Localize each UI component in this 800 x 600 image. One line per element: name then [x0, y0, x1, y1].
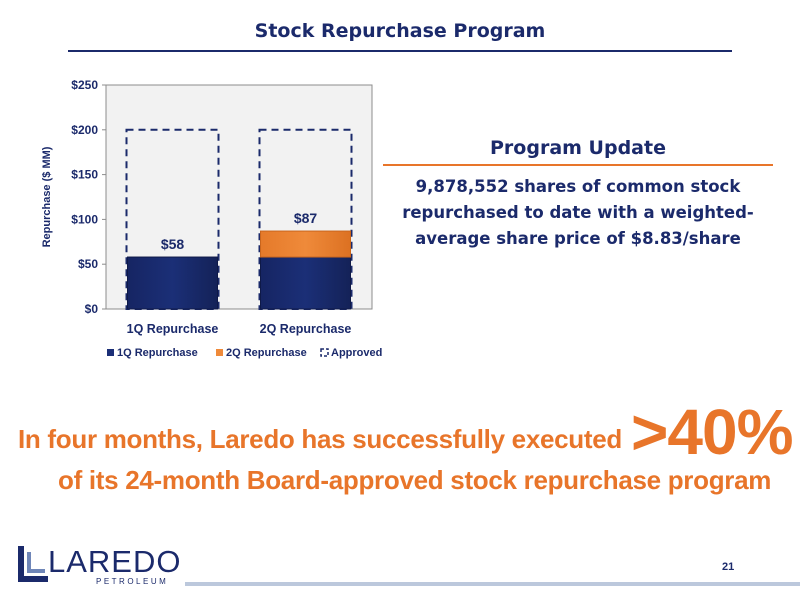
legend-label: 1Q Repurchase — [117, 347, 198, 359]
legend-label: 2Q Repurchase — [226, 347, 307, 359]
legend-swatch-approved — [320, 348, 329, 357]
page-number: 21 — [722, 561, 735, 573]
legend-swatch — [107, 349, 114, 356]
x-tick-label: 1Q Repurchase — [127, 322, 219, 336]
data-label: $87 — [294, 210, 318, 226]
bar-1q-repurchase — [127, 256, 218, 310]
bar-2q-repurchase — [260, 230, 351, 258]
program-update-divider — [383, 164, 773, 166]
y-tick-label: $0 — [85, 302, 99, 316]
x-tick-label: 2Q Repurchase — [260, 322, 352, 336]
title-divider — [68, 50, 732, 52]
legend-swatch — [216, 349, 223, 356]
y-tick-label: $250 — [71, 78, 98, 92]
logo-wordmark: LAREDO — [48, 544, 182, 579]
y-axis-label: Repurchase ($ MM) — [41, 146, 53, 247]
data-label: $58 — [161, 236, 185, 252]
repurchase-bar-chart: $0 $50 $100 $150 $200 $250 Repurchase ($ MM) $5… — [41, 78, 382, 359]
y-tick-label: $200 — [71, 123, 98, 137]
headline-percentage: >40% — [631, 396, 793, 468]
program-update-title: Program Update — [490, 137, 666, 159]
laredo-logo-mark-icon — [18, 546, 48, 582]
y-tick-label: $150 — [71, 168, 98, 182]
footer-divider — [185, 582, 800, 586]
headline-line-1: In four months, Laredo has successfully … — [18, 424, 622, 454]
logo-subtitle: PETROLEUM — [96, 577, 169, 586]
y-tick-label: $50 — [78, 257, 98, 271]
program-update-text: 9,878,552 shares of common stock repurch… — [402, 177, 754, 248]
page-title: Stock Repurchase Program — [254, 20, 546, 42]
headline-line-2: of its 24-month Board-approved stock rep… — [58, 465, 772, 495]
y-tick-label: $100 — [71, 212, 98, 226]
bar-1q-repurchase — [260, 256, 351, 310]
legend-label: Approved — [331, 347, 382, 359]
